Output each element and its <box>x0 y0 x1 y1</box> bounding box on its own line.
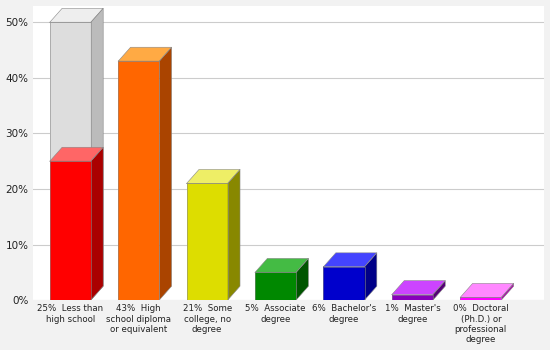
Polygon shape <box>91 147 103 300</box>
Polygon shape <box>118 61 160 300</box>
Polygon shape <box>323 267 365 300</box>
Polygon shape <box>365 253 377 300</box>
Polygon shape <box>460 297 502 300</box>
Polygon shape <box>323 253 377 267</box>
Polygon shape <box>50 8 103 22</box>
Polygon shape <box>50 161 91 300</box>
Polygon shape <box>50 22 91 300</box>
Polygon shape <box>460 284 514 297</box>
Polygon shape <box>186 169 240 183</box>
Polygon shape <box>186 183 228 300</box>
Polygon shape <box>392 294 433 300</box>
Polygon shape <box>255 272 296 300</box>
Polygon shape <box>433 281 446 300</box>
Polygon shape <box>502 284 514 300</box>
Polygon shape <box>50 147 103 161</box>
Polygon shape <box>160 47 172 300</box>
Polygon shape <box>296 258 309 300</box>
Polygon shape <box>228 169 240 300</box>
Polygon shape <box>91 8 103 300</box>
Polygon shape <box>392 281 446 294</box>
Polygon shape <box>255 258 309 272</box>
Polygon shape <box>118 47 172 61</box>
